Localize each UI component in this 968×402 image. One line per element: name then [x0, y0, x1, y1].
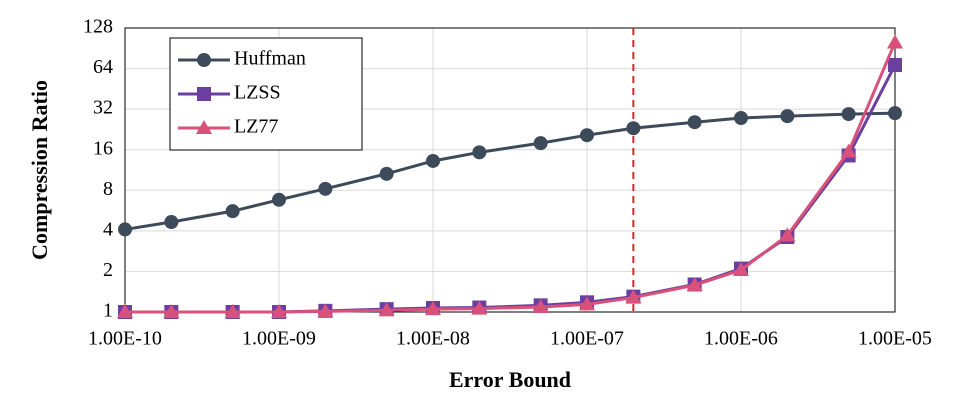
x-tick-label: 1.00E-06 — [704, 328, 778, 350]
point — [532, 298, 549, 313]
y-axis-title: Compression Ratio — [27, 80, 52, 260]
point — [426, 153, 440, 168]
y-tick-label: 4 — [103, 218, 113, 240]
x-tick-label: 1.00E-07 — [550, 328, 624, 350]
point — [841, 107, 856, 122]
y-tick-label: 1 — [103, 300, 113, 322]
point — [687, 115, 702, 130]
x-tick-label: 1.00E-08 — [396, 328, 470, 350]
point — [580, 128, 594, 143]
point — [625, 289, 642, 304]
point — [317, 303, 334, 318]
point — [779, 227, 796, 242]
point — [579, 296, 595, 311]
point — [471, 300, 488, 315]
point — [686, 277, 703, 292]
point — [271, 304, 287, 318]
point — [118, 222, 132, 237]
x-axis-title: Error Bound — [449, 367, 571, 392]
point — [887, 34, 903, 49]
x-tick-label: 1.00E-05 — [858, 328, 932, 350]
point — [318, 181, 333, 196]
series-line — [125, 41, 897, 314]
point — [888, 58, 902, 73]
point — [533, 136, 548, 151]
point — [196, 120, 212, 134]
point — [734, 111, 748, 126]
legend-label: Huffman — [234, 48, 306, 70]
y-tick-label: 128 — [83, 16, 113, 38]
y-tick-label: 8 — [103, 178, 113, 200]
point — [379, 166, 394, 181]
legend-label: LZSS — [234, 82, 281, 104]
x-tick-label: 1.00E-10 — [88, 328, 162, 350]
point — [472, 145, 487, 160]
plot-frame — [124, 27, 896, 313]
point — [780, 109, 795, 124]
y-tick-label: 16 — [93, 137, 113, 159]
point — [117, 304, 133, 318]
point — [378, 302, 395, 317]
x-tick-label: 1.00E-09 — [242, 328, 316, 350]
point — [164, 215, 179, 230]
point — [425, 301, 441, 316]
point — [888, 106, 902, 121]
point — [163, 304, 180, 318]
point — [197, 87, 211, 101]
point — [840, 143, 857, 158]
y-tick-label: 2 — [103, 259, 113, 281]
point — [272, 192, 286, 207]
point — [626, 121, 641, 136]
point — [224, 304, 241, 318]
point — [197, 53, 211, 67]
point — [225, 204, 240, 219]
legend-label: LZ77 — [234, 116, 278, 138]
y-tick-label: 64 — [93, 56, 113, 78]
series-line — [124, 111, 896, 231]
point — [733, 261, 749, 276]
y-tick-label: 32 — [93, 97, 113, 119]
